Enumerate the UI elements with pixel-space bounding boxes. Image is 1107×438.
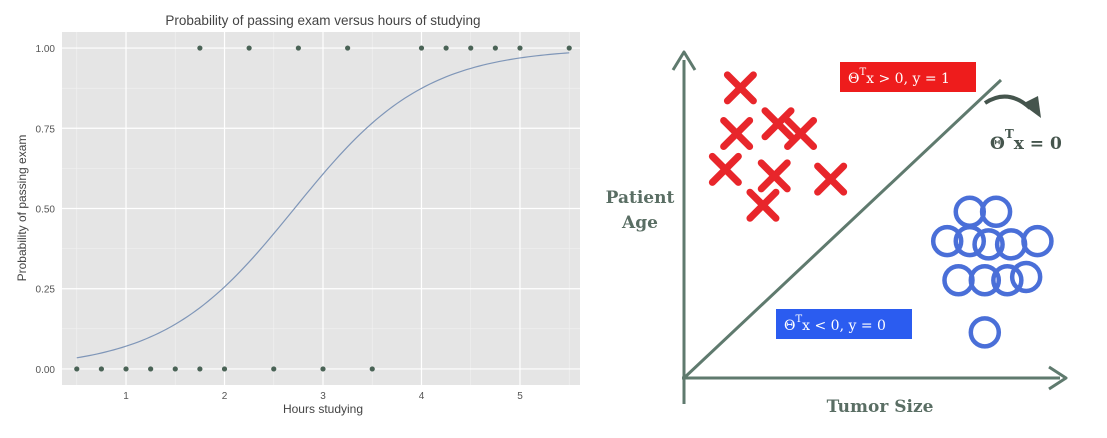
data-point [492,45,498,51]
y-axis-label-line2: Age [621,213,658,233]
logistic-chart: Probability of passing exam versus hours… [15,13,580,416]
fitted-curve [76,52,570,359]
data-point [271,366,277,372]
data-point [172,366,178,372]
circle-marker [942,263,975,297]
cross-marker [757,159,791,193]
data-point [98,366,104,372]
data-point [246,45,252,51]
curved-arrow-head [1022,96,1041,118]
cross-marker [784,117,818,150]
circle-marker [953,224,987,258]
x-axis-label: Hours studying [283,402,363,416]
x-tick-label: 3 [320,391,326,402]
data-point [295,45,301,51]
data-point [148,366,154,372]
data-point [369,366,375,372]
circle-marker [930,224,964,258]
classification-diagram: Patient Age Tumor Size ΘTx = 0 ΘTx > 0, … [606,50,1068,417]
data-point [418,45,425,51]
negative-label-box [776,309,912,339]
data-point [443,45,449,51]
y-tick-label: 1.00 [36,44,56,55]
data-point [566,45,572,51]
x-tick-label: 4 [419,391,425,402]
y-axis-arrowhead [671,50,697,71]
data-point [320,366,326,372]
cross-marker [723,71,757,105]
data-point [197,45,203,51]
y-tick-label: 0.25 [36,285,56,296]
cross-marker [708,152,742,186]
circle-marker [1009,260,1043,294]
positive-class-markers [708,71,848,222]
x-axis-label: Tumor Size [827,397,934,417]
x-axis-arrowhead [1048,365,1068,391]
cross-marker [814,162,848,196]
circle-marker [1021,224,1054,258]
circle-marker [991,263,1024,297]
data-point [74,366,80,372]
data-point [468,45,474,51]
circle-marker [972,228,1005,261]
y-tick-label: 0.00 [36,365,56,376]
x-tick-label: 2 [222,391,228,402]
data-points [74,45,572,372]
chart-title: Probability of passing exam versus hours… [165,13,480,28]
decision-boundary-line [682,78,1003,380]
circle-marker [979,195,1013,228]
circle-marker [953,195,987,228]
cross-marker [720,117,754,150]
positive-label: ΘTx > 0, y = 1 [848,67,950,87]
curved-arrow-icon [983,94,1032,110]
cross-marker [761,107,795,141]
circle-marker [968,263,1002,297]
y-axis-label: Probability of passing exam [15,135,29,282]
data-point [197,366,203,372]
cross-marker [746,188,780,222]
negative-label: ΘTx < 0, y = 0 [784,314,886,334]
x-tick-label: 1 [123,391,129,402]
y-tick-label: 0.50 [36,205,56,216]
positive-label-box [840,62,976,92]
negative-class-markers [930,195,1054,349]
circle-marker [968,316,1002,349]
data-point [345,45,351,51]
y-tick-labels: 0.00 0.25 0.50 0.75 1.00 [36,44,56,376]
x-tick-labels: 1 2 3 4 5 [123,391,523,402]
boundary-equation: ΘTx = 0 [990,127,1062,154]
data-point [517,45,523,51]
y-axis-label-line1: Patient [606,188,675,208]
data-point [221,366,228,372]
x-tick-label: 5 [517,391,523,402]
data-point [123,366,129,372]
y-tick-label: 0.75 [36,124,56,135]
